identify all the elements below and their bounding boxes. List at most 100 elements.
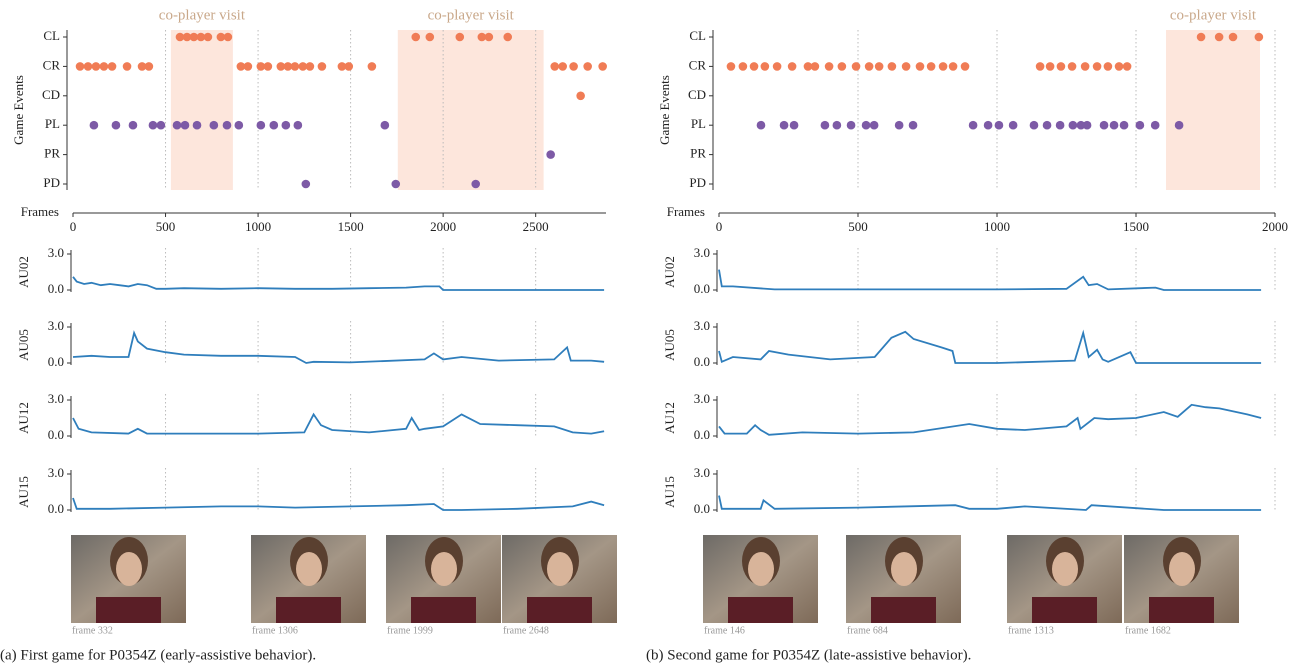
au-line	[719, 270, 1261, 290]
event-dot	[1175, 121, 1184, 130]
event-dot	[1093, 62, 1102, 71]
event-dot	[961, 62, 970, 71]
event-dot	[995, 121, 1004, 130]
event-dot	[773, 62, 782, 71]
event-dot	[224, 33, 233, 42]
event-dot	[223, 121, 232, 130]
thumbnail	[1007, 535, 1122, 623]
face	[296, 552, 322, 586]
y-tick-label: 3.0	[694, 245, 710, 260]
y-tick-label: CR	[689, 57, 707, 72]
face	[1169, 552, 1195, 586]
event-dot	[270, 121, 279, 130]
y-tick-label: PD	[43, 175, 60, 190]
event-dot	[1115, 62, 1124, 71]
figure: co-player visitco-player visitCLCRCDPLPR…	[0, 0, 1298, 670]
panel-caption: (a) First game for P0354Z (early-assisti…	[0, 647, 316, 663]
x-tick-label: 0	[70, 219, 77, 234]
x-axis-label: Frames	[667, 204, 705, 219]
y-tick-label: PL	[45, 116, 60, 131]
event-dot	[318, 62, 327, 71]
event-dot	[1081, 62, 1090, 71]
event-dot	[916, 62, 925, 71]
x-tick-label: 2000	[1262, 219, 1288, 234]
event-dot	[757, 121, 766, 130]
event-dot	[875, 62, 884, 71]
event-dot	[123, 62, 132, 71]
event-dot	[862, 121, 871, 130]
event-dot	[391, 180, 400, 189]
span-label: co-player visit	[428, 7, 515, 23]
event-dot	[282, 121, 291, 130]
event-dot	[426, 33, 435, 42]
y-tick-label: PL	[691, 116, 706, 131]
x-tick-label: 2000	[430, 219, 456, 234]
event-dot	[84, 62, 93, 71]
event-dot	[1036, 62, 1045, 71]
event-dot	[485, 33, 494, 42]
event-dot	[949, 62, 958, 71]
y-tick-label: 3.0	[694, 318, 710, 333]
event-dot	[108, 62, 117, 71]
event-dot	[1069, 121, 1078, 130]
x-tick-label: 1500	[1123, 219, 1149, 234]
event-dot	[790, 121, 799, 130]
thumbnail-label: frame 1306	[252, 625, 298, 636]
event-dot	[503, 33, 512, 42]
event-dot	[1255, 33, 1264, 42]
shirt	[728, 597, 793, 623]
x-tick-label: 1500	[338, 219, 364, 234]
event-dot	[1009, 121, 1018, 130]
event-dot	[181, 121, 190, 130]
event-dot	[927, 62, 936, 71]
event-dot	[76, 62, 85, 71]
event-dot	[1083, 121, 1092, 130]
y-tick-label: 3.0	[48, 465, 64, 480]
thumbnail-label: frame 684	[847, 625, 888, 636]
thumbnail-label: frame 1682	[1125, 625, 1171, 636]
thumbnail-label: frame 2648	[503, 625, 549, 636]
y-axis-label: AU15	[16, 476, 31, 508]
x-tick-label: 2500	[523, 219, 549, 234]
event-dot	[302, 180, 311, 189]
event-dot	[368, 62, 377, 71]
y-axis-label: Game Events	[11, 75, 26, 145]
y-tick-label: 3.0	[48, 318, 64, 333]
shirt	[871, 597, 936, 623]
shirt	[1032, 597, 1097, 623]
event-dot	[193, 121, 202, 130]
event-dot	[870, 121, 879, 130]
event-dot	[112, 121, 121, 130]
y-axis-label: AU15	[662, 476, 677, 508]
y-tick-label: PR	[690, 146, 706, 161]
event-dot	[788, 62, 797, 71]
y-tick-label: CR	[43, 57, 61, 72]
event-dot	[204, 33, 213, 42]
au-line	[719, 405, 1261, 435]
span	[171, 30, 233, 190]
event-dot	[909, 121, 918, 130]
y-tick-label: 0.0	[694, 354, 710, 369]
event-dot	[294, 121, 303, 130]
event-dot	[264, 62, 273, 71]
event-dot	[1100, 121, 1109, 130]
event-dot	[583, 62, 592, 71]
y-tick-label: 3.0	[48, 391, 64, 406]
event-dot	[1120, 121, 1129, 130]
event-dot	[173, 121, 182, 130]
shirt	[1149, 597, 1214, 623]
shirt	[96, 597, 161, 623]
event-dot	[291, 62, 300, 71]
event-dot	[569, 62, 578, 71]
shirt	[276, 597, 341, 623]
x-axis-label: Frames	[21, 204, 59, 219]
thumbnail	[1124, 535, 1239, 623]
span	[1166, 30, 1260, 190]
event-dot	[1030, 121, 1039, 130]
y-tick-label: CD	[42, 87, 60, 102]
event-dot	[90, 121, 99, 130]
event-dot	[1215, 33, 1224, 42]
event-dot	[833, 121, 842, 130]
shirt	[411, 597, 476, 623]
event-dot	[780, 121, 789, 130]
